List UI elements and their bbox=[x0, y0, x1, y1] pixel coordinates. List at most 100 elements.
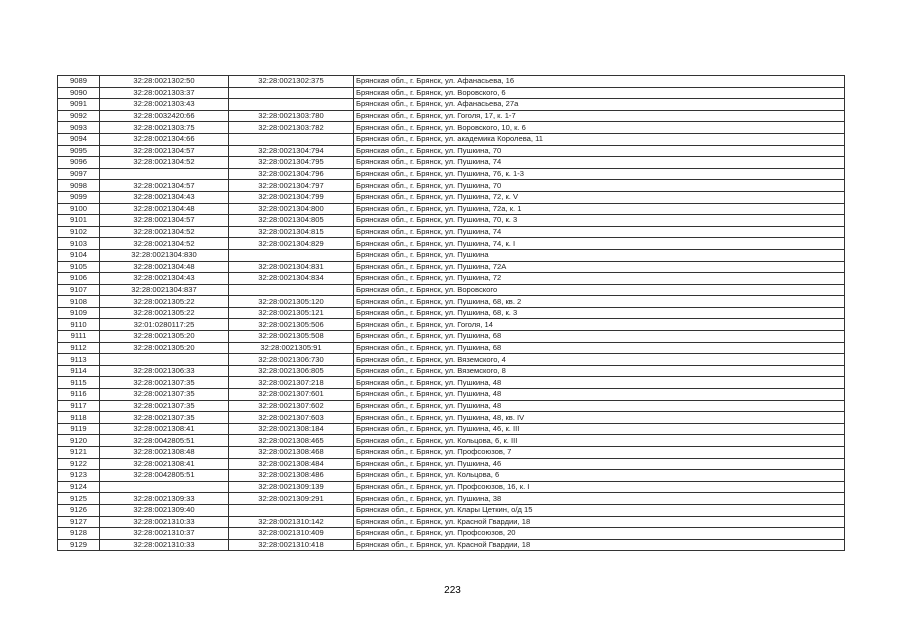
cadastral-number-cell: 32:28:0021310:37 bbox=[99, 527, 229, 540]
cadastral-number-cell: 32:28:0021309:40 bbox=[99, 503, 229, 517]
address-cell: Брянская обл., г. Брянск, ул. академика … bbox=[353, 132, 845, 146]
table-row: 9118 32:28:0021307:35 32:28:0021307:603 Бря… bbox=[57, 411, 845, 424]
table-row: 9091 32:28:0021303:43 Брянская обл., г. Бр… bbox=[57, 98, 845, 111]
address-cell: Брянская обл., г. Брянск, ул. Вяземского… bbox=[353, 364, 845, 378]
address-cell: Брянская обл., г. Брянск, ул. Пушкина, 7… bbox=[353, 237, 845, 250]
address-cell: Брянская обл., г. Брянск, ул. Пушкина, 3… bbox=[353, 492, 845, 505]
cadastral-number-cell: 32:28:0021307:35 bbox=[99, 388, 229, 401]
object-number-cell: 32:28:0021308:184 bbox=[228, 422, 354, 436]
cadastral-number-cell: 32:28:0021303:43 bbox=[99, 98, 229, 111]
address-cell: Брянская обл., г. Брянск, ул. Пушкина, 4… bbox=[353, 388, 845, 401]
object-number-cell: 32:28:0021303:782 bbox=[228, 121, 354, 134]
cadastral-number-cell: 32:28:0021304:48 bbox=[99, 260, 229, 274]
row-number-cell: 9109 bbox=[57, 306, 100, 320]
address-cell: Брянская обл., г. Брянск, ул. Пушкина, 7… bbox=[353, 214, 845, 227]
cadastral-number-cell: 32:28:0042805:51 bbox=[99, 434, 229, 447]
object-number-cell: 32:28:0021304:815 bbox=[228, 225, 354, 239]
row-number-cell: 9107 bbox=[57, 283, 100, 297]
object-number-cell: 32:28:0021304:829 bbox=[228, 237, 354, 250]
row-number-cell: 9095 bbox=[57, 144, 100, 158]
cadastral-number-cell: 32:28:0021310:33 bbox=[99, 515, 229, 529]
row-number-cell: 9090 bbox=[57, 86, 100, 100]
row-number-cell: 9104 bbox=[57, 248, 100, 262]
address-cell: Брянская обл., г. Брянск, ул. Гоголя, 14 bbox=[353, 318, 845, 332]
object-number-cell: 32:28:0021310:409 bbox=[228, 527, 354, 540]
table-row: 9094 32:28:0021304:66 Брянская обл., г. Бр… bbox=[57, 132, 845, 146]
address-cell: Брянская обл., г. Брянск, ул. Пушкина bbox=[353, 248, 845, 262]
row-number-cell: 9114 bbox=[57, 364, 100, 378]
cadastral-number-cell: 32:28:0021305:22 bbox=[99, 295, 229, 308]
table-row: 9117 32:28:0021307:35 32:28:0021307:602 Бря… bbox=[57, 399, 845, 413]
cadastral-number-cell: 32:28:0021303:75 bbox=[99, 121, 229, 134]
cadastral-number-cell: 32:28:0021305:22 bbox=[99, 306, 229, 320]
table-row: 9103 32:28:0021304:52 32:28:0021304:829 Бря… bbox=[57, 237, 845, 250]
address-cell: Брянская обл., г. Брянск, ул. Гоголя, 17… bbox=[353, 109, 845, 123]
table-row: 9095 32:28:0021304:57 32:28:0021304:794 Бря… bbox=[57, 144, 845, 158]
row-number-cell: 9100 bbox=[57, 202, 100, 216]
cadastral-number-cell: 32:28:0021307:35 bbox=[99, 376, 229, 390]
object-number-cell: 32:28:0021306:805 bbox=[228, 364, 354, 378]
cadastral-number-cell: 32:01:0280117:25 bbox=[99, 318, 229, 332]
object-number-cell: 32:28:0021304:834 bbox=[228, 272, 354, 285]
object-number-cell: 32:28:0021304:831 bbox=[228, 260, 354, 274]
object-number-cell: 32:28:0021307:601 bbox=[228, 388, 354, 401]
row-number-cell: 9096 bbox=[57, 156, 100, 169]
address-cell: Брянская обл., г. Брянск, ул. Красной Гв… bbox=[353, 515, 845, 529]
object-number-cell: 32:28:0021305:91 bbox=[228, 341, 354, 355]
table-row: 9102 32:28:0021304:52 32:28:0021304:815 Бря… bbox=[57, 225, 845, 239]
row-number-cell: 9097 bbox=[57, 167, 100, 181]
table-row: 9120 32:28:0042805:51 32:28:0021308:465 Бря… bbox=[57, 434, 845, 447]
cadastral-number-cell: 32:28:0021310:33 bbox=[99, 538, 229, 552]
address-cell: Брянская обл., г. Брянск, ул. Воровского bbox=[353, 283, 845, 297]
address-cell: Брянская обл., г. Брянск, ул. Вяземского… bbox=[353, 353, 845, 366]
row-number-cell: 9113 bbox=[57, 353, 100, 366]
row-number-cell: 9111 bbox=[57, 330, 100, 343]
address-cell: Брянская обл., г. Брянск, ул. Пушкина, 6… bbox=[353, 306, 845, 320]
property-table: 9089 32:28:0021302:50 32:28:0021302:375 Бря… bbox=[57, 75, 845, 552]
object-number-cell: 32:28:0021303:780 bbox=[228, 109, 354, 123]
table-row: 9122 32:28:0021308:41 32:28:0021308:484 Бря… bbox=[57, 457, 845, 471]
row-number-cell: 9121 bbox=[57, 446, 100, 459]
object-number-cell: 32:28:0021310:142 bbox=[228, 515, 354, 529]
object-number-cell: 32:28:0021308:468 bbox=[228, 446, 354, 459]
row-number-cell: 9091 bbox=[57, 98, 100, 111]
table-row: 9116 32:28:0021307:35 32:28:0021307:601 Бря… bbox=[57, 388, 845, 401]
object-number-cell: 32:28:0021307:602 bbox=[228, 399, 354, 413]
row-number-cell: 9105 bbox=[57, 260, 100, 274]
address-cell: Брянская обл., г. Брянск, ул. Пушкина, 7… bbox=[353, 144, 845, 158]
object-number-cell: 32:28:0021305:506 bbox=[228, 318, 354, 332]
row-number-cell: 9129 bbox=[57, 538, 100, 552]
cadastral-number-cell: 32:28:0021304:57 bbox=[99, 144, 229, 158]
row-number-cell: 9099 bbox=[57, 190, 100, 204]
cadastral-number-cell: 32:28:0042805:51 bbox=[99, 469, 229, 482]
address-cell: Брянская обл., г. Брянск, ул. Афанасьева… bbox=[353, 75, 845, 88]
address-cell: Брянская обл., г. Брянск, ул. Афанасьева… bbox=[353, 98, 845, 111]
object-number-cell bbox=[228, 248, 354, 262]
row-number-cell: 9126 bbox=[57, 503, 100, 517]
object-number-cell: 32:28:0021304:797 bbox=[228, 179, 354, 192]
object-number-cell: 32:28:0021307:603 bbox=[228, 411, 354, 424]
address-cell: Брянская обл., г. Брянск, ул. Клары Цетк… bbox=[353, 503, 845, 517]
page-number: 223 bbox=[444, 585, 461, 596]
object-number-cell: 32:28:0021309:139 bbox=[228, 480, 354, 494]
table-row: 9112 32:28:0021305:20 32:28:0021305:91 Брян… bbox=[57, 341, 845, 355]
row-number-cell: 9102 bbox=[57, 225, 100, 239]
cadastral-number-cell: 32:28:0021309:33 bbox=[99, 492, 229, 505]
row-number-cell: 9122 bbox=[57, 457, 100, 471]
object-number-cell: 32:28:0021308:484 bbox=[228, 457, 354, 471]
row-number-cell: 9094 bbox=[57, 132, 100, 146]
cadastral-number-cell bbox=[99, 353, 229, 366]
object-number-cell: 32:28:0021306:730 bbox=[228, 353, 354, 366]
row-number-cell: 9115 bbox=[57, 376, 100, 390]
table-row: 9098 32:28:0021304:57 32:28:0021304:797 Бря… bbox=[57, 179, 845, 192]
row-number-cell: 9108 bbox=[57, 295, 100, 308]
address-cell: Брянская обл., г. Брянск, ул. Пушкина, 7… bbox=[353, 260, 845, 274]
row-number-cell: 9117 bbox=[57, 399, 100, 413]
cadastral-number-cell: 32:28:0021307:35 bbox=[99, 411, 229, 424]
table-row: 9090 32:28:0021303:37 Брянская обл., г. Бр… bbox=[57, 86, 845, 100]
address-cell: Брянская обл., г. Брянск, ул. Красной Гв… bbox=[353, 538, 845, 552]
row-number-cell: 9089 bbox=[57, 75, 100, 88]
table-row: 9110 32:01:0280117:25 32:28:0021305:506 Бря… bbox=[57, 318, 845, 332]
cadastral-number-cell: 32:28:0021304:830 bbox=[99, 248, 229, 262]
table-row: 9109 32:28:0021305:22 32:28:0021305:121 Бря… bbox=[57, 306, 845, 320]
